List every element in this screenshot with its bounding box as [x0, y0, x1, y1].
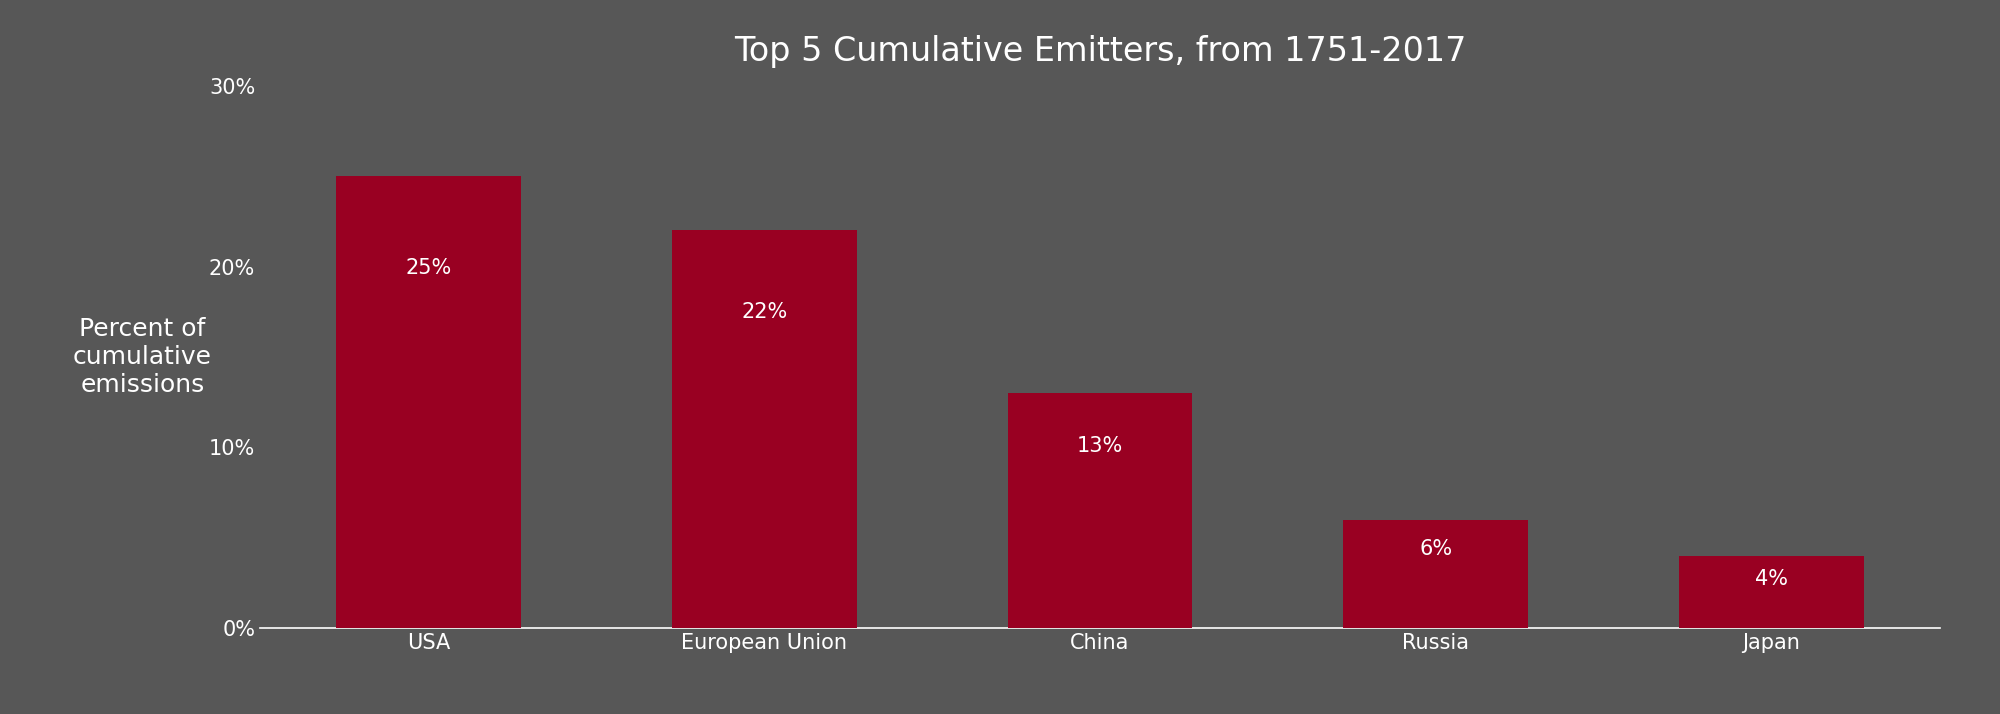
- Text: 13%: 13%: [1076, 436, 1124, 456]
- Text: 6%: 6%: [1420, 539, 1452, 559]
- Text: 22%: 22%: [742, 302, 788, 322]
- Bar: [1344, 520, 1528, 628]
- Bar: [336, 176, 520, 628]
- Bar: [672, 231, 856, 628]
- Text: 25%: 25%: [406, 258, 452, 278]
- Bar: [1680, 556, 1864, 628]
- Title: Top 5 Cumulative Emitters, from 1751-2017: Top 5 Cumulative Emitters, from 1751-201…: [734, 35, 1466, 68]
- Bar: [1008, 393, 1192, 628]
- Text: Percent of
cumulative
emissions: Percent of cumulative emissions: [72, 317, 212, 397]
- Text: 4%: 4%: [1754, 569, 1788, 589]
